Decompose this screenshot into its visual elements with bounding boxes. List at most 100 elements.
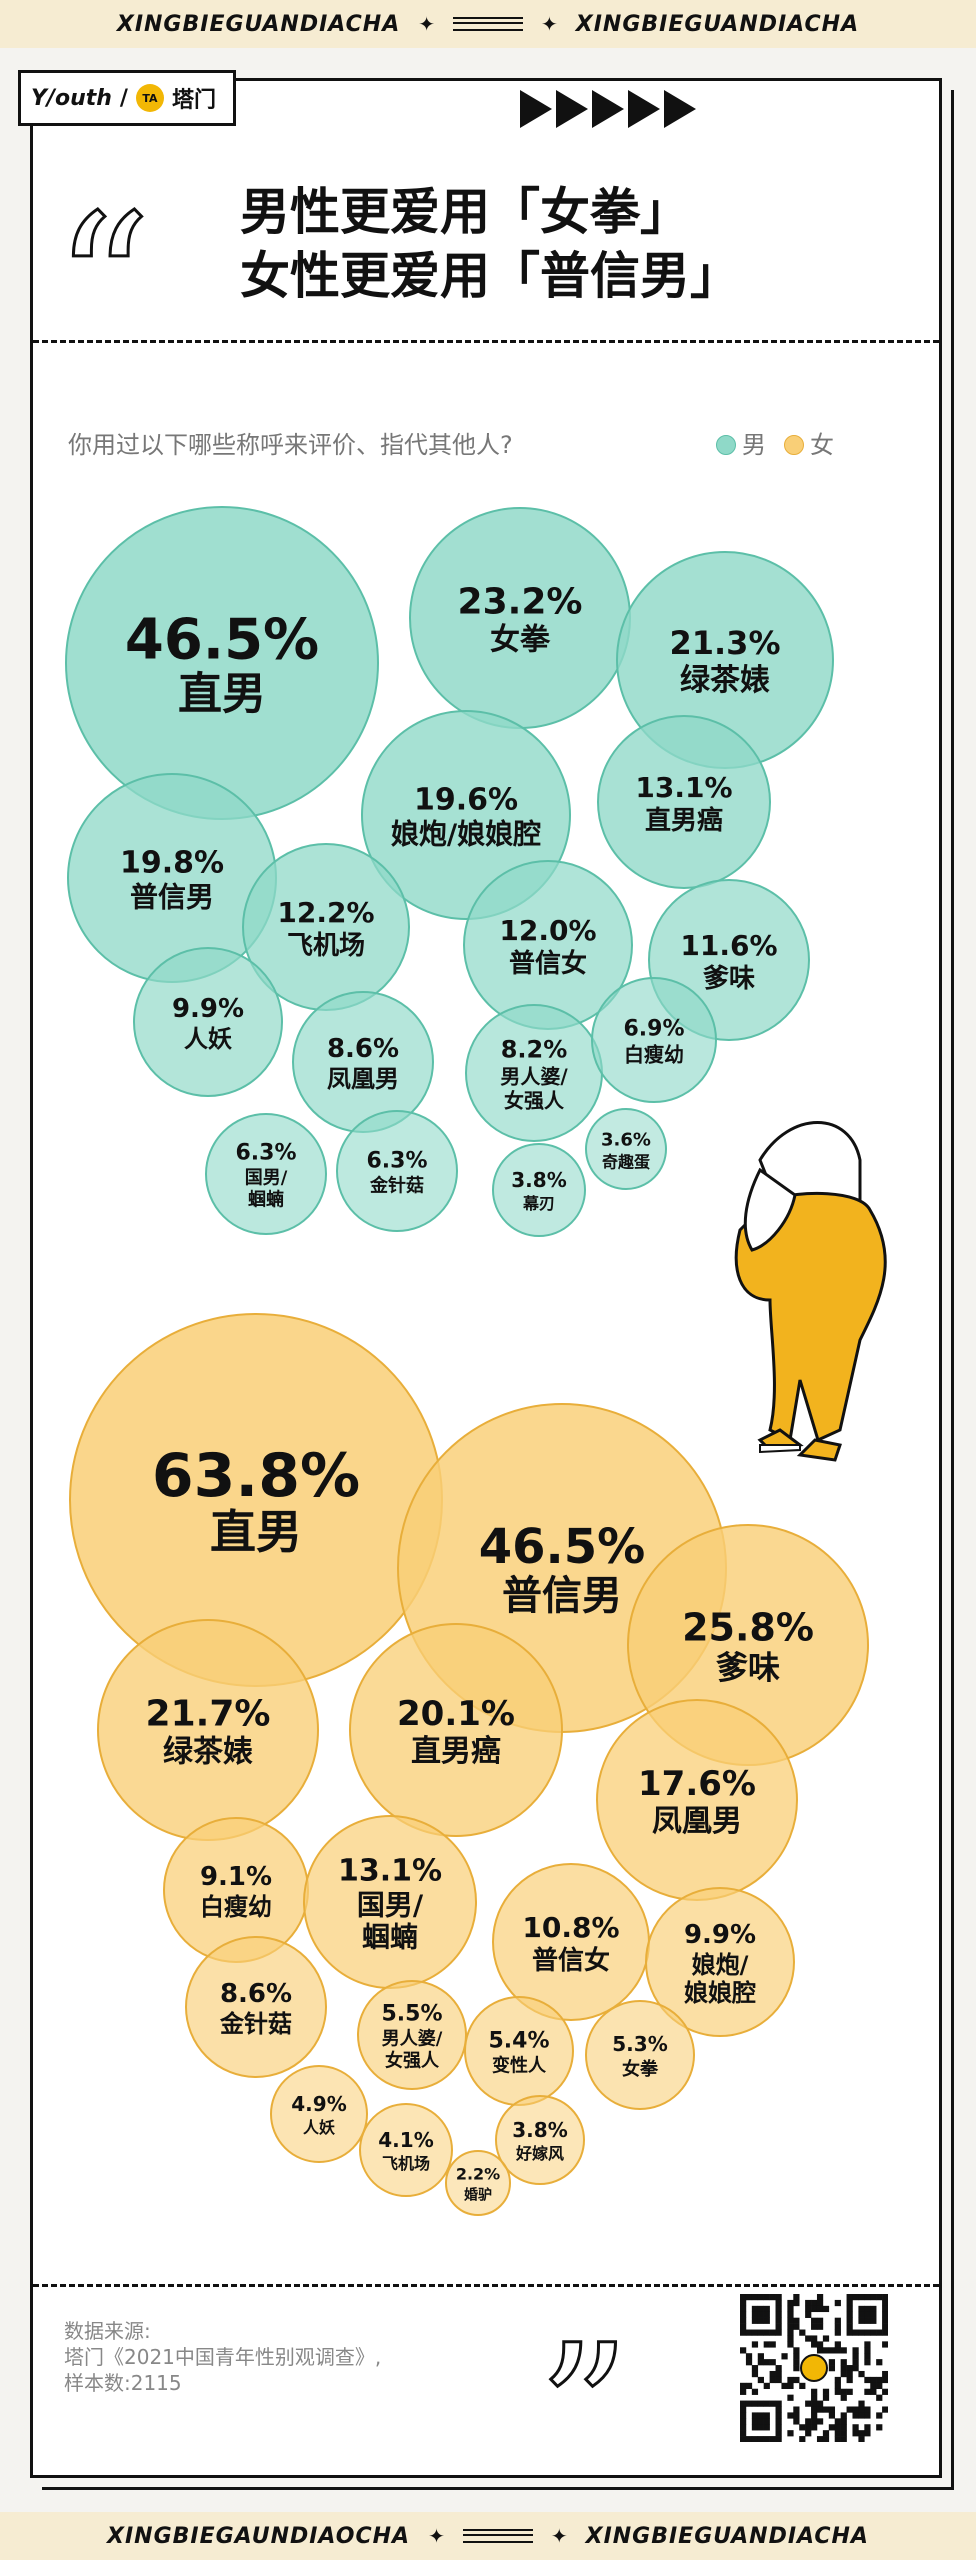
bubble: 13.1%直男癌 (597, 715, 771, 889)
bubble: 6.9%白瘦幼 (591, 977, 717, 1103)
bubble-circle (645, 1887, 795, 2037)
bubble: 4.9% 人妖 (270, 2065, 368, 2163)
qr-module (763, 2305, 770, 2313)
bubble-label: 幕刃 (522, 1194, 555, 1213)
qr-module (781, 2382, 788, 2390)
triangle-icon (664, 90, 696, 128)
bubble-value: 9.1% (200, 1862, 272, 1892)
qr-module (799, 2436, 806, 2442)
qr-module (834, 2299, 841, 2307)
qr-module (811, 2317, 818, 2324)
brand-logo: Y/outh / TA 塔门 (18, 70, 236, 126)
qr-code-graphic (740, 2294, 888, 2442)
bubble-label: 凤凰男 (327, 1065, 399, 1093)
legend-male: 男 (716, 425, 766, 460)
bubble-label: 飞机场 (382, 2154, 430, 2173)
qr-module (775, 2424, 782, 2431)
qr-module (882, 2311, 888, 2318)
qr-module (846, 2370, 853, 2378)
bubble-label: 白瘦幼 (200, 1893, 272, 1921)
qr-module (751, 2311, 759, 2318)
qr-module (793, 2418, 800, 2425)
bubble-label: 女强人 (385, 2050, 440, 2072)
qr-module (864, 2305, 871, 2313)
logo-separator: / (119, 85, 128, 111)
bubble-circle (495, 2095, 585, 2185)
bubble: 9.1%白瘦幼 (163, 1817, 309, 1963)
bubble: 9.9%娘炮/娘娘腔 (645, 1887, 795, 2037)
bubble: 13.1%国男/蝈蝻 (303, 1815, 477, 1989)
qr-module (822, 2394, 830, 2401)
bubble-circle (185, 1936, 327, 2078)
qr-module (864, 2359, 871, 2366)
qr-module (740, 2424, 747, 2431)
bubble: 12.0%普信女 (463, 860, 633, 1030)
qr-module (793, 2353, 800, 2360)
qr-module (870, 2382, 877, 2390)
bubble-label: 普信女 (509, 948, 587, 979)
qr-module (793, 2412, 800, 2419)
bubble: 23.2%女拳 (409, 507, 631, 729)
bubble-label: 女强人 (504, 1088, 565, 1112)
qr-module (769, 2370, 776, 2378)
qr-module (751, 2341, 759, 2348)
qr-module (740, 2412, 747, 2419)
qr-module (834, 2430, 841, 2437)
bubble-value: 23.2% (458, 582, 583, 623)
qr-module (775, 2376, 782, 2384)
bubble: 21.3%绿茶婊 (616, 551, 834, 769)
qr-module (740, 2382, 747, 2390)
qr-module (858, 2305, 865, 2313)
qr-module (740, 2388, 747, 2395)
qr-module (757, 2418, 764, 2425)
qr-module (757, 2329, 764, 2336)
qr-module (816, 2294, 824, 2301)
star-icon: ✦ (428, 2524, 445, 2548)
bubble: 6.3%国男/蝈蝻 (205, 1113, 327, 1235)
qr-module (775, 2436, 782, 2442)
legend: 男 女 (716, 425, 834, 460)
bubble-label: 直男癌 (645, 805, 723, 836)
qr-module (846, 2376, 853, 2384)
qr-module (811, 2394, 818, 2401)
bubble-label: 人妖 (184, 1025, 232, 1053)
bubble-circle (205, 1113, 327, 1235)
bubble-label: 普信男 (130, 881, 214, 914)
qr-module (775, 2323, 782, 2330)
qr-module (775, 2294, 782, 2301)
qr-module (751, 2400, 759, 2407)
qr-module (876, 2294, 883, 2301)
qr-module (870, 2311, 877, 2318)
bubble-circle (585, 1108, 667, 1190)
qr-module (805, 2424, 812, 2431)
bubble-label: 直男 (178, 669, 266, 720)
bubble-value: 13.1% (338, 1854, 442, 1889)
qr-module (751, 2305, 759, 2313)
qr-module (858, 2370, 865, 2378)
title-line-1: 男性更爱用「女拳」 (240, 183, 690, 241)
qr-module (876, 2376, 883, 2384)
qr-code[interactable] (740, 2294, 888, 2442)
qr-module (787, 2376, 794, 2384)
qr-module (793, 2365, 800, 2372)
qr-module (740, 2299, 747, 2307)
bubble-circle (591, 977, 717, 1103)
qr-module (834, 2347, 841, 2354)
qr-module (822, 2347, 830, 2354)
qr-module (811, 2400, 818, 2407)
qr-module (787, 2329, 794, 2336)
qr-module (763, 2317, 770, 2324)
qr-module (793, 2406, 800, 2413)
qr-module (787, 2311, 794, 2318)
banner-rule (453, 17, 523, 31)
qr-module (811, 2335, 818, 2342)
bubble: 5.4%变性人 (464, 1996, 574, 2106)
bubble-label: 爹味 (702, 964, 755, 994)
qr-module (816, 2299, 824, 2307)
qr-module (858, 2311, 865, 2318)
tamen-name: 塔门 (171, 88, 216, 113)
qr-module (828, 2359, 836, 2366)
qr-module (834, 2424, 841, 2431)
bubble-label: 好嫁风 (515, 2144, 564, 2163)
